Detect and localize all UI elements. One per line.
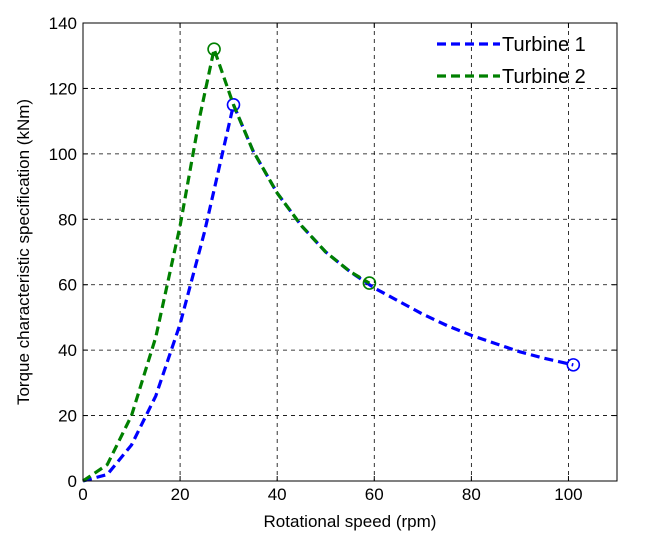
series-line-2 xyxy=(82,47,371,483)
legend-label-1: Turbine 1 xyxy=(502,34,586,56)
y-tick-label: 0 xyxy=(68,472,77,491)
y-tick-label: 120 xyxy=(49,79,77,98)
y-axis: 0 20 40 60 80 100 120 140 xyxy=(49,14,617,491)
legend: Turbine 1 Turbine 2 xyxy=(437,34,586,88)
x-tick-label: 100 xyxy=(554,485,582,504)
y-tick-label: 20 xyxy=(58,407,77,426)
x-tick-label: 40 xyxy=(268,485,287,504)
grid xyxy=(83,23,617,481)
series-1-marker-1 xyxy=(226,97,241,112)
series-layer xyxy=(82,42,581,483)
legend-label-2: Turbine 2 xyxy=(502,66,586,88)
x-tick-label: 80 xyxy=(462,485,481,504)
x-axis-label: Rotational speed (rpm) xyxy=(264,512,437,531)
series-2-marker-2 xyxy=(362,276,377,290)
x-axis: 0 20 40 60 80 100 xyxy=(78,23,583,504)
y-tick-label: 40 xyxy=(58,341,77,360)
x-tick-label: 60 xyxy=(365,485,384,504)
y-tick-label: 80 xyxy=(58,210,77,229)
y-axis-label: Torque characteristic specification (kNm… xyxy=(14,99,33,405)
y-tick-label: 140 xyxy=(49,14,77,33)
y-tick-label: 60 xyxy=(58,276,77,295)
series-1-marker-2 xyxy=(566,358,581,372)
plot-frame xyxy=(82,22,618,482)
y-tick-label: 100 xyxy=(49,145,77,164)
x-tick-label: 0 xyxy=(78,485,87,504)
x-tick-label: 20 xyxy=(171,485,190,504)
series-2-marker-1 xyxy=(207,42,221,56)
